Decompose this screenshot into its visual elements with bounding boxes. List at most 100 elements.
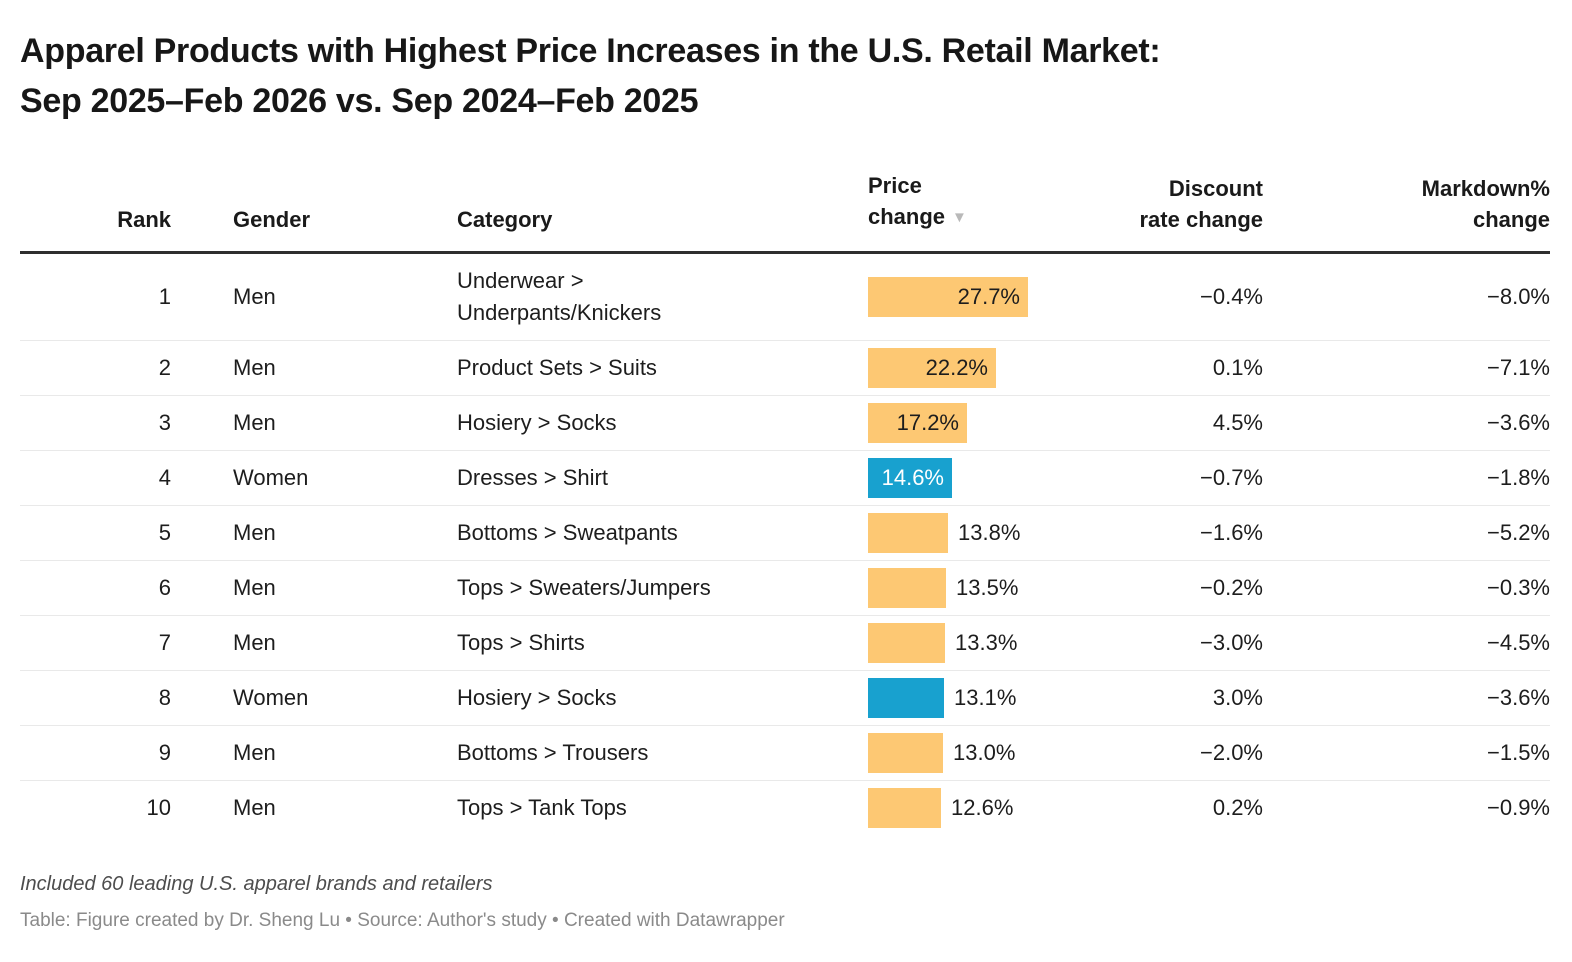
markdown-header-line1: Markdown% — [1421, 176, 1550, 201]
data-table: Rank Gender Category Price change ▼ Disco… — [20, 170, 1550, 835]
chart-title: Apparel Products with Highest Price Incr… — [20, 26, 1550, 126]
chart-title-line2: Sep 2025–Feb 2026 vs. Sep 2024–Feb 2025 — [20, 82, 699, 120]
discount-rate-change-cell: −0.2% — [1068, 560, 1263, 616]
gender-cell: Men — [171, 560, 457, 616]
markdown-change-cell: −1.5% — [1263, 725, 1550, 781]
category-cell: Tops > Tank Tops — [457, 795, 627, 820]
rank-cell: 4 — [20, 450, 171, 506]
price-change-bar: 14.6% — [868, 458, 952, 498]
gender-cell: Men — [171, 395, 457, 451]
table-row: 2 Men Product Sets > Suits 22.2% 0.1% −7… — [20, 340, 1550, 396]
price-change-label-outside: 12.6% — [951, 795, 1014, 820]
price-change-bar — [868, 733, 943, 773]
rank-cell: 10 — [146, 795, 171, 820]
markdown-change-cell: −5.2% — [1263, 505, 1550, 561]
price-change-bar: 22.2% — [868, 348, 996, 388]
category-cell: Bottoms > Trousers — [457, 725, 868, 781]
price-change-label-outside: 13.3% — [955, 630, 1018, 655]
price-change-bar — [868, 788, 941, 828]
column-header-price-change[interactable]: Price change ▼ — [868, 170, 1068, 254]
markdown-change-cell: −3.6% — [1263, 395, 1550, 451]
markdown-change-cell: −8.0% — [1263, 252, 1550, 341]
price-change-bar — [868, 623, 945, 663]
price-change-cell: 14.6% — [868, 450, 1068, 506]
category-cell: Bottoms > Sweatpants — [457, 505, 868, 561]
gender-cell: Men — [171, 725, 457, 781]
column-header-markdown-change[interactable]: Markdown% change — [1263, 170, 1550, 254]
markdown-header-line2: change — [1472, 207, 1550, 232]
rank-cell: 1 — [20, 252, 171, 341]
category-cell: Hosiery > Socks — [457, 670, 868, 726]
column-header-discount-rate-change[interactable]: Discount rate change — [1068, 170, 1263, 254]
price-change-cell: 13.0% — [868, 725, 1068, 781]
price-change-bar — [868, 513, 948, 553]
table-header-row: Rank Gender Category Price change ▼ Disco… — [20, 170, 1550, 254]
markdown-change-cell: −4.5% — [1263, 615, 1550, 671]
rank-cell: 5 — [20, 505, 171, 561]
table-row: 10 Men Tops > Tank Tops 12.6% 0.2% −0.9% — [20, 781, 1550, 836]
table-row: 1 Men Underwear > Underpants/Knickers 27.… — [20, 252, 1550, 341]
price-change-label-outside: 13.8% — [958, 520, 1021, 545]
table-row: 9 Men Bottoms > Trousers 13.0% −2.0% −1.… — [20, 725, 1550, 781]
price-change-cell: 22.2% — [868, 340, 1068, 396]
price-change-label-inside: 14.6% — [881, 465, 944, 490]
table-row: 8 Women Hosiery > Socks 13.1% 3.0% −3.6% — [20, 670, 1550, 726]
category-cell: Underwear > Underpants/Knickers — [457, 252, 868, 341]
table-row: 4 Women Dresses > Shirt 14.6% −0.7% −1.8… — [20, 450, 1550, 506]
rank-cell: 7 — [20, 615, 171, 671]
table-row: 7 Men Tops > Shirts 13.3% −3.0% −4.5% — [20, 615, 1550, 671]
column-header-rank[interactable]: Rank — [20, 170, 171, 254]
category-cell: Tops > Sweaters/Jumpers — [457, 560, 868, 616]
gender-cell: Women — [171, 670, 457, 726]
rank-cell: 2 — [20, 340, 171, 396]
chart-credits: Table: Figure created by Dr. Sheng Lu • … — [20, 910, 785, 931]
discount-rate-change-cell: 4.5% — [1068, 395, 1263, 451]
category-cell: Dresses > Shirt — [457, 450, 868, 506]
price-change-label-inside: 17.2% — [896, 410, 959, 435]
price-change-cell: 13.8% — [868, 505, 1068, 561]
price-change-cell: 13.3% — [868, 615, 1068, 671]
price-change-label-outside: 13.1% — [954, 685, 1017, 710]
sort-descending-icon[interactable]: ▼ — [952, 209, 967, 226]
discount-rate-change-cell: 3.0% — [1068, 670, 1263, 726]
gender-cell: Women — [171, 450, 457, 506]
chart-container: Apparel Products with Highest Price Incr… — [20, 26, 1550, 931]
price-change-bar — [868, 568, 946, 608]
chart-note: Included 60 leading U.S. apparel brands … — [20, 873, 493, 895]
markdown-change-cell: −1.8% — [1263, 450, 1550, 506]
price-change-header-line2: change ▼ — [868, 201, 1068, 235]
markdown-change-cell: −7.1% — [1263, 340, 1550, 396]
gender-cell: Men — [171, 340, 457, 396]
discount-rate-change-cell: 0.2% — [1212, 795, 1263, 820]
price-change-cell: 13.5% — [868, 560, 1068, 616]
column-header-category[interactable]: Category — [457, 170, 868, 254]
price-change-header-line1: Price — [868, 173, 922, 198]
markdown-change-cell: −3.6% — [1263, 670, 1550, 726]
category-cell: Hosiery > Socks — [457, 395, 868, 451]
rank-cell: 6 — [20, 560, 171, 616]
price-change-label-outside: 13.5% — [956, 575, 1019, 600]
discount-header-line1: Discount — [1168, 176, 1263, 201]
discount-rate-change-cell: −3.0% — [1068, 615, 1263, 671]
table-row: 3 Men Hosiery > Socks 17.2% 4.5% −3.6% — [20, 395, 1550, 451]
discount-rate-change-cell: −0.7% — [1068, 450, 1263, 506]
rank-cell: 3 — [20, 395, 171, 451]
table-row: 5 Men Bottoms > Sweatpants 13.8% −1.6% −… — [20, 505, 1550, 561]
price-change-cell: 13.1% — [868, 670, 1068, 726]
discount-rate-change-cell: −0.4% — [1068, 252, 1263, 341]
rank-cell: 8 — [20, 670, 171, 726]
price-change-label-inside: 27.7% — [957, 284, 1020, 309]
discount-rate-change-cell: −1.6% — [1068, 505, 1263, 561]
gender-cell: Men — [233, 795, 276, 820]
gender-cell: Men — [171, 615, 457, 671]
price-change-cell: 12.6% — [868, 781, 1068, 836]
rank-cell: 9 — [20, 725, 171, 781]
price-change-cell: 17.2% — [868, 395, 1068, 451]
discount-rate-change-cell: 0.1% — [1068, 340, 1263, 396]
column-header-gender[interactable]: Gender — [171, 170, 457, 254]
chart-title-line1: Apparel Products with Highest Price Incr… — [20, 32, 1161, 70]
discount-rate-change-cell: −2.0% — [1068, 725, 1263, 781]
price-change-bar: 17.2% — [868, 403, 967, 443]
price-change-cell: 27.7% — [868, 252, 1068, 341]
price-change-label-outside: 13.0% — [953, 740, 1016, 765]
